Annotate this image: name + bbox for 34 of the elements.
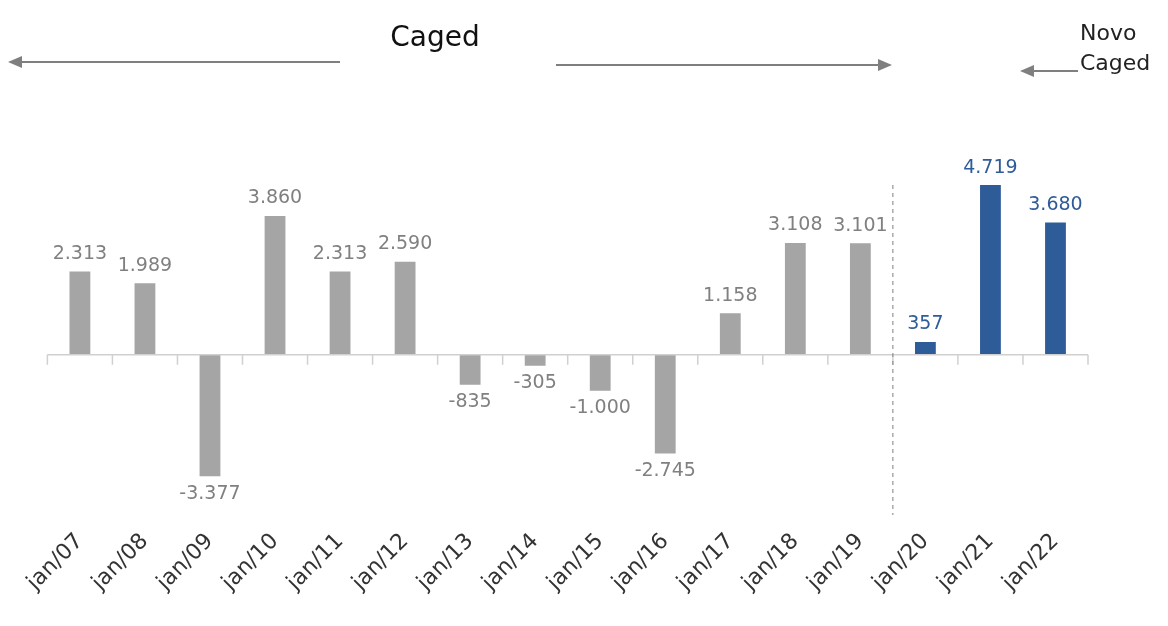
- bar: [69, 271, 91, 355]
- data-label: 2.313: [312, 241, 368, 264]
- bar: [849, 243, 871, 355]
- data-label: 1.158: [703, 282, 758, 305]
- bar: [329, 271, 351, 355]
- bar: [524, 354, 546, 366]
- data-label: -3.377: [179, 480, 241, 503]
- data-label: -2.745: [634, 457, 696, 480]
- bar: [589, 354, 611, 391]
- bar: [980, 185, 1001, 355]
- bar: [1045, 222, 1066, 355]
- data-label: -1.000: [569, 395, 631, 418]
- bar: [915, 341, 936, 355]
- data-label: 357: [907, 311, 944, 334]
- bar: [719, 313, 741, 355]
- data-label: 3.680: [1028, 191, 1083, 214]
- data-label: 3.101: [833, 212, 888, 235]
- bar: [654, 354, 676, 454]
- data-label: 3.108: [768, 212, 823, 235]
- bar: [264, 215, 286, 355]
- bar: [459, 354, 481, 385]
- data-label: -835: [448, 389, 492, 412]
- data-label: 1.989: [117, 252, 173, 275]
- data-label: -305: [513, 370, 557, 393]
- text: Caged: [389, 20, 481, 53]
- text: Novo Caged: [1080, 19, 1152, 77]
- data-label: 2.313: [52, 241, 108, 264]
- data-label: 2.590: [377, 231, 433, 254]
- bar: [784, 243, 806, 355]
- data-label: 4.719: [963, 154, 1018, 177]
- data-label: 3.860: [247, 185, 303, 208]
- bar: [394, 261, 416, 355]
- bar: [199, 354, 221, 477]
- bar: [134, 283, 156, 355]
